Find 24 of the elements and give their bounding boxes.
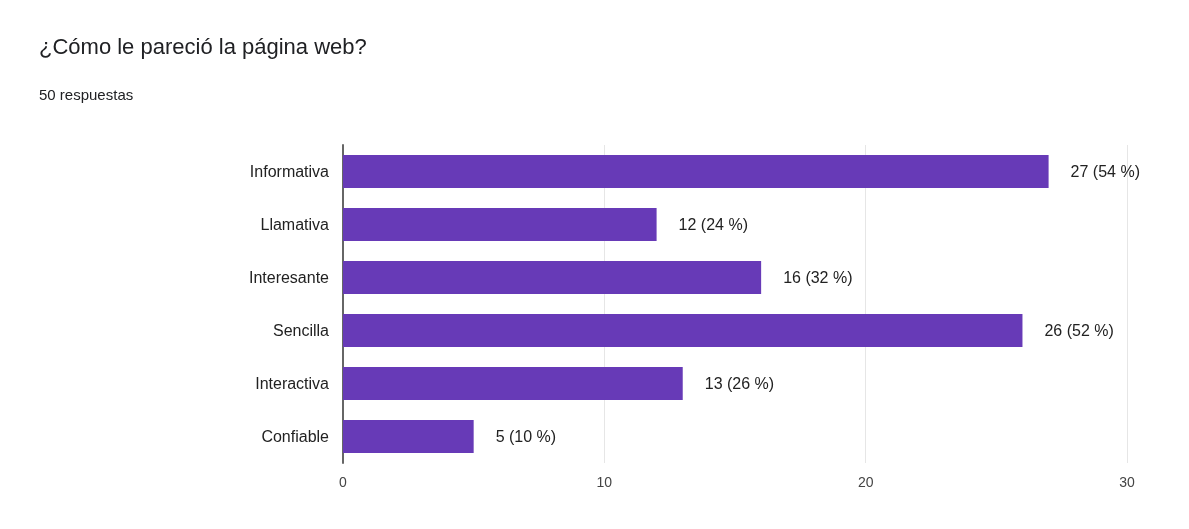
data-label: 12 (24 %) [678,216,748,233]
y-tick-label: Interactiva [255,375,330,392]
data-label: 27 (54 %) [1070,163,1140,180]
chart-title: ¿Cómo le pareció la página web? [39,33,367,59]
data-label: 5 (10 %) [495,428,557,445]
bar [343,314,1023,347]
y-tick-label: Sencilla [272,322,330,339]
bar [343,367,683,400]
bar [343,261,762,294]
data-label: 26 (52 %) [1044,322,1114,339]
bar [343,208,657,241]
bar [343,420,474,453]
y-tick-label: Confiable [261,428,330,445]
x-tick-label: 10 [596,474,613,490]
y-tick-label: Llamativa [260,216,330,233]
text: 50 respuestas [39,86,134,103]
bar [343,155,1049,188]
x-tick-label: 0 [339,474,348,490]
y-tick-label: Informativa [249,163,330,180]
x-tick-label: 20 [857,474,874,490]
data-label: 16 (32 %) [783,269,853,286]
data-label: 13 (26 %) [704,375,775,392]
x-tick-label: 30 [1119,474,1135,490]
y-tick-label: Interesante [248,269,330,286]
